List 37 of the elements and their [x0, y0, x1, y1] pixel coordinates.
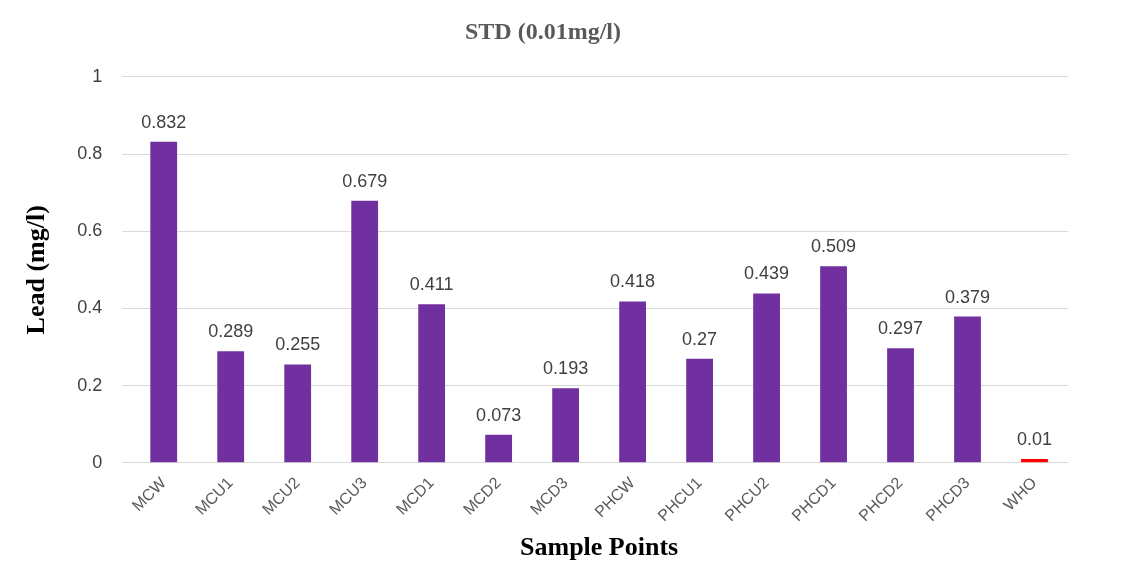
y-tick-label: 0.6	[77, 220, 103, 241]
y-tick-label: 0	[92, 451, 103, 472]
bar	[284, 364, 312, 463]
data-label: 0.01	[1016, 428, 1053, 449]
bar	[954, 316, 981, 463]
data-label: 0.679	[342, 170, 388, 191]
data-label: 0.073	[476, 404, 522, 425]
data-label: 0.832	[141, 111, 187, 132]
data-label: 0.418	[610, 271, 656, 292]
bar	[485, 434, 513, 463]
bar	[150, 141, 178, 463]
x-axis-title: Sample Points	[520, 532, 679, 562]
bar	[351, 200, 379, 463]
y-tick-label: 0.8	[77, 142, 103, 163]
bar	[619, 301, 646, 463]
data-label: 0.509	[811, 236, 857, 257]
bar	[753, 293, 780, 463]
data-label: 0.27	[682, 328, 718, 349]
data-label: 0.379	[945, 286, 991, 307]
bar	[686, 358, 713, 463]
y-tick-label: 1	[92, 65, 103, 86]
data-label: 0.297	[878, 318, 924, 339]
data-label: 0.255	[275, 334, 321, 355]
bar	[418, 304, 446, 463]
chart-title: STD (0.01mg/l)	[465, 17, 621, 44]
bar	[552, 388, 580, 463]
data-label: 0.439	[744, 263, 790, 284]
data-label: 0.193	[543, 358, 589, 379]
y-axis-title: Lead (mg/l)	[21, 205, 51, 335]
bar	[1021, 459, 1048, 463]
data-label: 0.411	[409, 274, 454, 295]
bar	[820, 266, 847, 463]
bar	[217, 351, 245, 463]
y-tick-label: 0.2	[77, 374, 103, 395]
data-label: 0.289	[208, 321, 254, 342]
y-tick-label: 0.4	[77, 297, 103, 318]
bar	[887, 348, 914, 463]
